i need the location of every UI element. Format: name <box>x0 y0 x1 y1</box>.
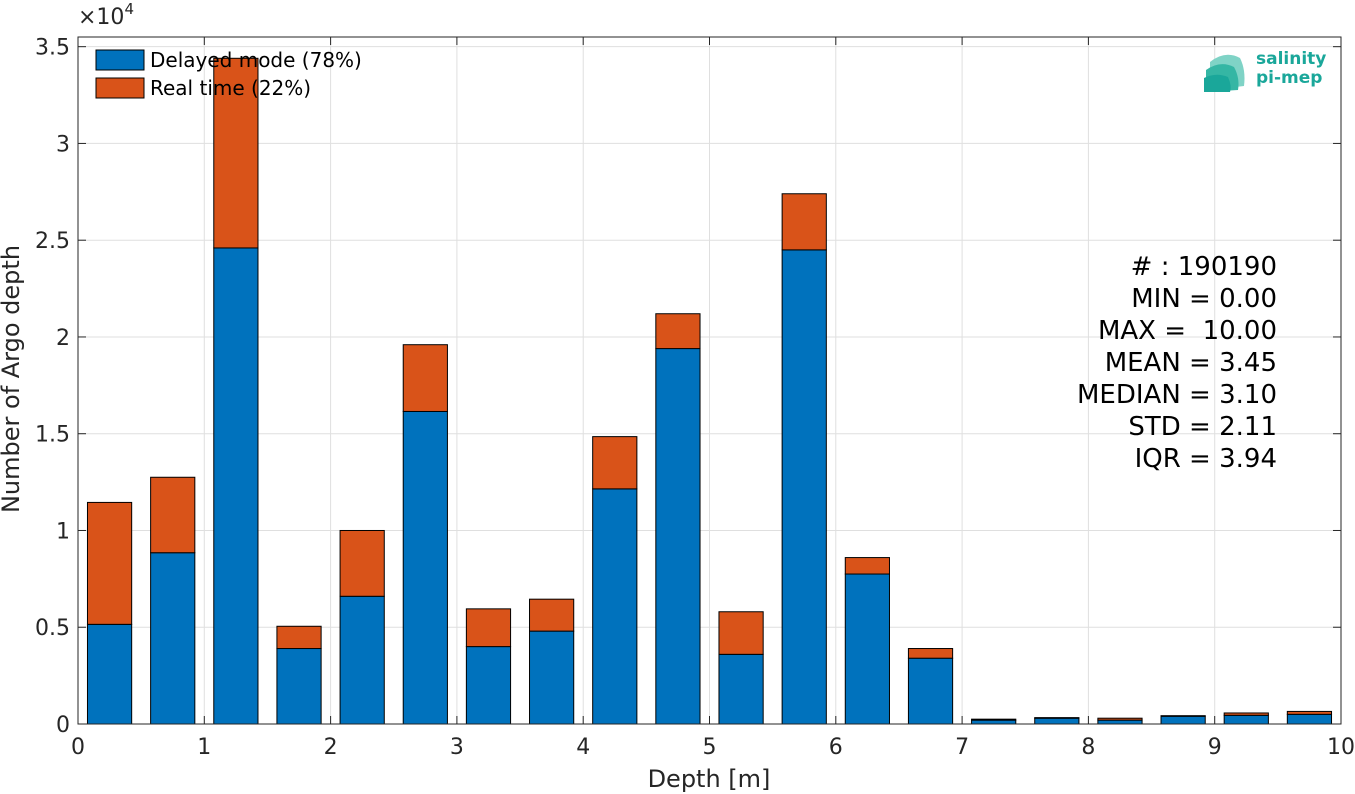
stats-std: STD = 2.11 <box>1128 412 1277 442</box>
x-tick-label: 2 <box>324 735 338 760</box>
bar-real-time <box>718 611 764 655</box>
legend-swatch-realtime <box>95 77 145 99</box>
bar-delayed-mode <box>213 247 259 725</box>
bar-real-time <box>971 718 1017 721</box>
bars <box>86 57 1333 725</box>
logo-text-pimep: pi-mep <box>1256 68 1322 88</box>
bar-real-time <box>1097 717 1143 721</box>
x-axis-title: Depth [m] <box>648 765 771 793</box>
bar-real-time <box>592 436 638 490</box>
bar-delayed-mode <box>1160 715 1206 725</box>
bar-delayed-mode <box>907 657 954 725</box>
y-axis-title: Number of Argo depth <box>0 245 25 513</box>
bar-real-time <box>86 501 133 625</box>
bar-real-time <box>1223 712 1269 716</box>
legend-swatch-delayed <box>95 49 145 71</box>
bar-real-time <box>529 598 575 632</box>
bar-delayed-mode <box>465 646 512 725</box>
x-tick-label: 6 <box>829 735 843 760</box>
bar-delayed-mode <box>1097 719 1143 725</box>
bar-delayed-mode <box>339 595 385 725</box>
bar-delayed-mode <box>150 552 196 725</box>
bar-real-time <box>213 57 259 249</box>
legend-label-realtime: Real time (22%) <box>150 76 311 100</box>
x-tick-label: 9 <box>1208 735 1222 760</box>
y-tick-label: 3 <box>56 132 70 157</box>
stats-iqr: IQR = 3.94 <box>1135 444 1277 474</box>
y-tick-label: 2.5 <box>35 229 70 254</box>
y-tick-label: 1.5 <box>35 423 70 448</box>
bar-delayed-mode <box>529 630 575 725</box>
x-tick-label: 3 <box>450 735 464 760</box>
stats-box: # : 190190 MIN = 0.00 MAX = 10.00 MEAN =… <box>1077 252 1277 474</box>
x-tick-label: 0 <box>71 735 85 760</box>
y-tick-label: 2 <box>56 326 70 351</box>
stats-median: MEDIAN = 3.10 <box>1077 380 1277 410</box>
y-exponent-label: ×104 <box>78 0 134 30</box>
bar-delayed-mode <box>1034 717 1080 725</box>
x-tick-label: 10 <box>1327 735 1355 760</box>
bar-delayed-mode <box>592 488 638 725</box>
stats-max: MAX = 10.00 <box>1098 316 1277 346</box>
bar-delayed-mode <box>844 573 890 725</box>
x-tick-label: 5 <box>703 735 717 760</box>
bar-delayed-mode <box>655 348 701 725</box>
bar-real-time <box>276 625 322 650</box>
bar-real-time <box>844 557 890 575</box>
y-tick-label: 1 <box>56 519 70 544</box>
y-axis-ticks: 0 0.5 1 1.5 2 2.5 3 3.5 <box>35 36 1341 738</box>
x-axis-ticks: 0 1 2 3 4 5 6 7 8 9 10 <box>71 37 1355 760</box>
bar-real-time <box>402 344 448 412</box>
stats-mean: MEAN = 3.45 <box>1105 348 1277 378</box>
x-tick-label: 1 <box>197 735 211 760</box>
bar-delayed-mode <box>86 623 133 725</box>
y-tick-label: 3.5 <box>35 36 70 61</box>
y-tick-label: 0 <box>56 713 70 738</box>
bar-real-time <box>781 193 827 251</box>
legend-label-delayed: Delayed mode (78%) <box>150 48 362 72</box>
bar-delayed-mode <box>276 648 322 725</box>
bar-real-time <box>907 648 954 659</box>
bar-real-time <box>339 529 385 597</box>
bar-delayed-mode <box>971 719 1017 725</box>
x-tick-label: 7 <box>955 735 969 760</box>
bar-delayed-mode <box>718 653 764 725</box>
bar-real-time <box>1034 717 1080 719</box>
bar-real-time <box>1160 715 1206 717</box>
y-tick-label: 0.5 <box>35 616 70 641</box>
bar-delayed-mode <box>402 410 448 725</box>
salinity-pi-mep-logo: salinity pi-mep <box>1204 49 1326 92</box>
logo-text-salinity: salinity <box>1256 49 1326 69</box>
bar-real-time <box>150 476 196 554</box>
bar-delayed-mode <box>1286 713 1333 725</box>
bar-delayed-mode <box>781 249 827 725</box>
stats-count: # : 190190 <box>1131 252 1277 282</box>
x-tick-label: 8 <box>1081 735 1095 760</box>
bar-real-time <box>465 608 512 648</box>
bar-real-time <box>655 313 701 350</box>
x-tick-label: 4 <box>576 735 590 760</box>
bar-real-time <box>1286 710 1333 715</box>
legend: Delayed mode (78%) Real time (22%) <box>95 48 362 100</box>
bar-delayed-mode <box>1223 714 1269 725</box>
stats-min: MIN = 0.00 <box>1131 284 1277 314</box>
